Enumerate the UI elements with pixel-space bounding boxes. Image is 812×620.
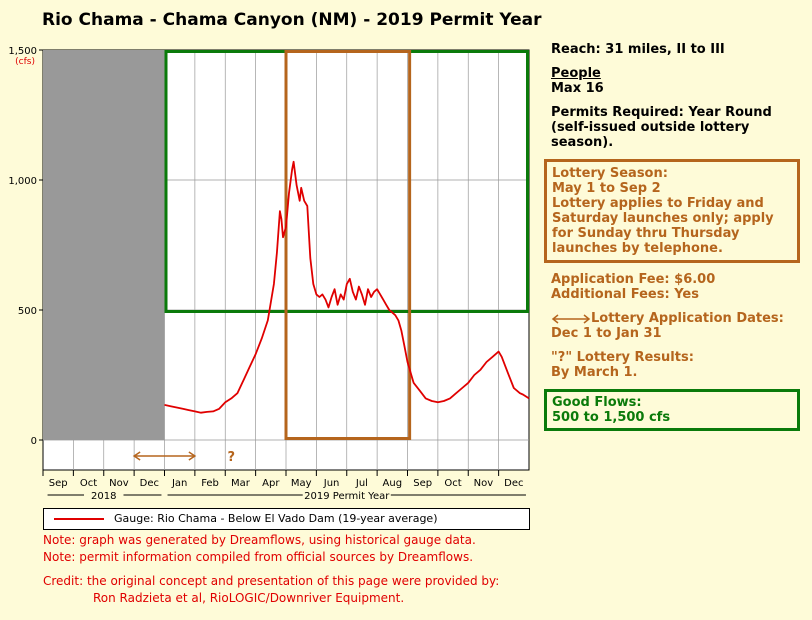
arrow-head-left <box>132 451 141 461</box>
results-line: By March 1. <box>551 365 638 380</box>
application-dates-heading: Lottery Application Dates: <box>551 311 801 326</box>
permits-line: season). <box>551 135 614 150</box>
x-tick-label: Feb <box>201 478 219 489</box>
flow-series-line <box>164 160 530 414</box>
permit-info-panel: Reach: 31 miles, II to III People Max 16… <box>544 42 801 431</box>
people-value: Max 16 <box>551 81 604 96</box>
fee-line: Additional Fees: Yes <box>551 287 699 302</box>
legend-swatch <box>54 518 104 520</box>
good-flows-value: 500 to 1,500 cfs <box>552 410 671 425</box>
good-flows-label: Good Flows: <box>552 395 642 410</box>
application-dates-label: Lottery Application Dates: <box>591 311 784 326</box>
x-tick-label: Dec <box>504 478 523 489</box>
x-tick-label: Jun <box>323 478 340 489</box>
reach-text: Reach: 31 miles, II to III <box>551 42 725 57</box>
note-line: Note: graph was generated by Dreamflows,… <box>43 533 476 547</box>
y-tick-label: 0 <box>31 436 37 447</box>
double-arrow-icon <box>551 313 591 324</box>
x-tick-label: Dec <box>140 478 159 489</box>
year-label: 2019 Permit Year <box>304 491 390 502</box>
lottery-line: Saturday launches only; apply <box>552 211 774 226</box>
reach-info: Reach: 31 miles, II to III <box>551 42 801 57</box>
fee-info: Application Fee: $6.00 Additional Fees: … <box>551 272 801 302</box>
y-tick-label: 1,000 <box>8 176 37 187</box>
credit-names: Ron Radzieta et al, RioLOGIC/Downriver E… <box>93 591 405 605</box>
y-tick-label: 500 <box>18 306 37 317</box>
x-tick-label: Jul <box>355 478 368 489</box>
credit-line: Credit: the original concept and present… <box>43 574 500 588</box>
x-tick-label: Apr <box>262 478 280 489</box>
fee-line: Application Fee: $6.00 <box>551 272 716 287</box>
x-tick-label: Nov <box>109 478 129 489</box>
lottery-season-box <box>284 50 412 440</box>
page-title: Rio Chama - Chama Canyon (NM) - 2019 Per… <box>42 10 542 30</box>
results-line: "?" Lottery Results: <box>551 350 694 365</box>
x-tick-label: May <box>291 478 312 489</box>
prior-year-shade <box>43 50 165 440</box>
x-tick-label: Mar <box>231 478 251 489</box>
x-tick-label: Sep <box>413 478 432 489</box>
permits-info: Permits Required: Year Round (self-issue… <box>551 105 801 150</box>
x-tick-label: Aug <box>383 478 403 489</box>
application-dates-value: Dec 1 to Jan 31 <box>551 326 662 341</box>
y-axis-unit: (cfs) <box>15 57 35 67</box>
lottery-line: Lottery Season: <box>552 166 668 181</box>
notes-section: Note: graph was generated by Dreamflows,… <box>43 532 499 607</box>
x-tick-label: Sep <box>49 478 68 489</box>
permits-line: (self-issued outside lottery <box>551 120 750 135</box>
x-tick-label: Jan <box>171 478 187 489</box>
lottery-line: launches by telephone. <box>552 241 723 256</box>
people-heading: People <box>551 66 601 81</box>
lottery-line: for Sunday thru Thursday <box>552 226 740 241</box>
lottery-line: Lottery applies to Friday and <box>552 196 764 211</box>
x-tick-label: Oct <box>80 478 97 489</box>
lottery-season-box: Lottery Season: May 1 to Sep 2 Lottery a… <box>544 159 800 263</box>
x-tick-label: Nov <box>474 478 494 489</box>
year-label: 2018 <box>91 491 116 502</box>
application-dates-info: Lottery Application Dates: Dec 1 to Jan … <box>551 311 801 341</box>
chart-legend: Gauge: Rio Chama - Below El Vado Dam (19… <box>43 508 530 530</box>
results-marker: ? <box>228 450 236 465</box>
legend-label: Gauge: Rio Chama - Below El Vado Dam (19… <box>114 512 438 525</box>
results-info: "?" Lottery Results: By March 1. <box>551 350 801 380</box>
arrow-head-right <box>188 451 197 461</box>
y-tick-label: 1,500 <box>8 46 37 57</box>
x-tick-label: Oct <box>444 478 461 489</box>
good-flows-box: Good Flows: 500 to 1,500 cfs <box>544 389 800 431</box>
permits-line: Permits Required: Year Round <box>551 105 772 120</box>
lottery-line: May 1 to Sep 2 <box>552 181 661 196</box>
people-info: People Max 16 <box>551 66 801 96</box>
note-line: Note: permit information compiled from o… <box>43 550 474 564</box>
